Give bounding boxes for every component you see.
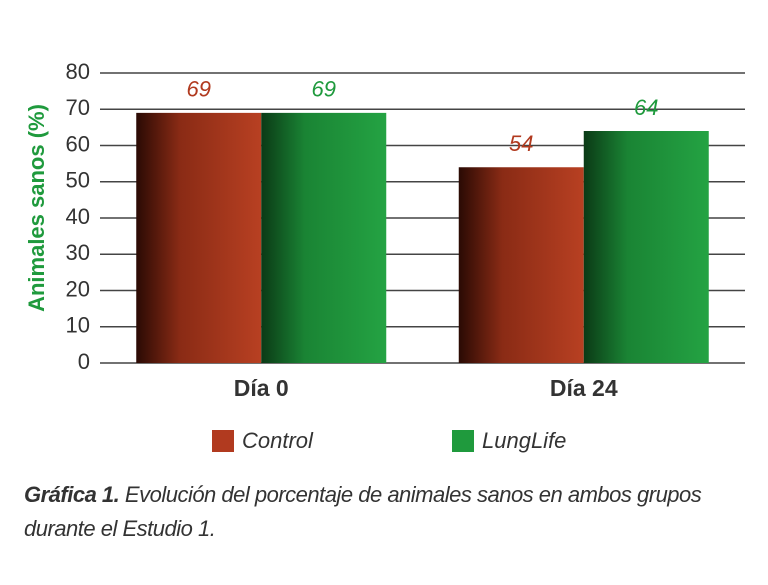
y-tick-label: 0 [78,349,90,374]
caption: Gráfica 1. Evolución del porcentaje de a… [24,478,754,546]
y-tick-label: 80 [66,59,90,84]
legend-label: LungLife [482,428,566,453]
bar [136,112,262,363]
value-label: 69 [312,77,336,102]
y-tick-label: 10 [66,313,90,338]
y-tick-label: 70 [66,95,90,120]
bar [583,131,709,363]
legend-label: Control [242,428,314,453]
y-tick-label: 30 [66,240,90,265]
bar [261,112,387,363]
bar [458,167,584,363]
value-label: 54 [509,131,533,156]
legend-swatch [212,430,234,452]
value-label: 64 [634,95,658,120]
y-tick-label: 20 [66,276,90,301]
value-label: 69 [187,77,211,102]
caption-text: Evolución del porcentaje de animales san… [24,482,702,541]
y-tick-label: 60 [66,131,90,156]
y-tick-label: 50 [66,168,90,193]
caption-label: Gráfica 1. [24,482,120,507]
y-tick-label: 40 [66,204,90,229]
chart: Animales sanos (%) 0 10 20 30 40 50 60 70 80 Día … [24,59,745,453]
y-axis-label: Animales sanos (%) [24,104,49,312]
x-tick-label: Día 0 [234,375,289,401]
legend-swatch [452,430,474,452]
x-tick-label: Día 24 [550,375,618,401]
